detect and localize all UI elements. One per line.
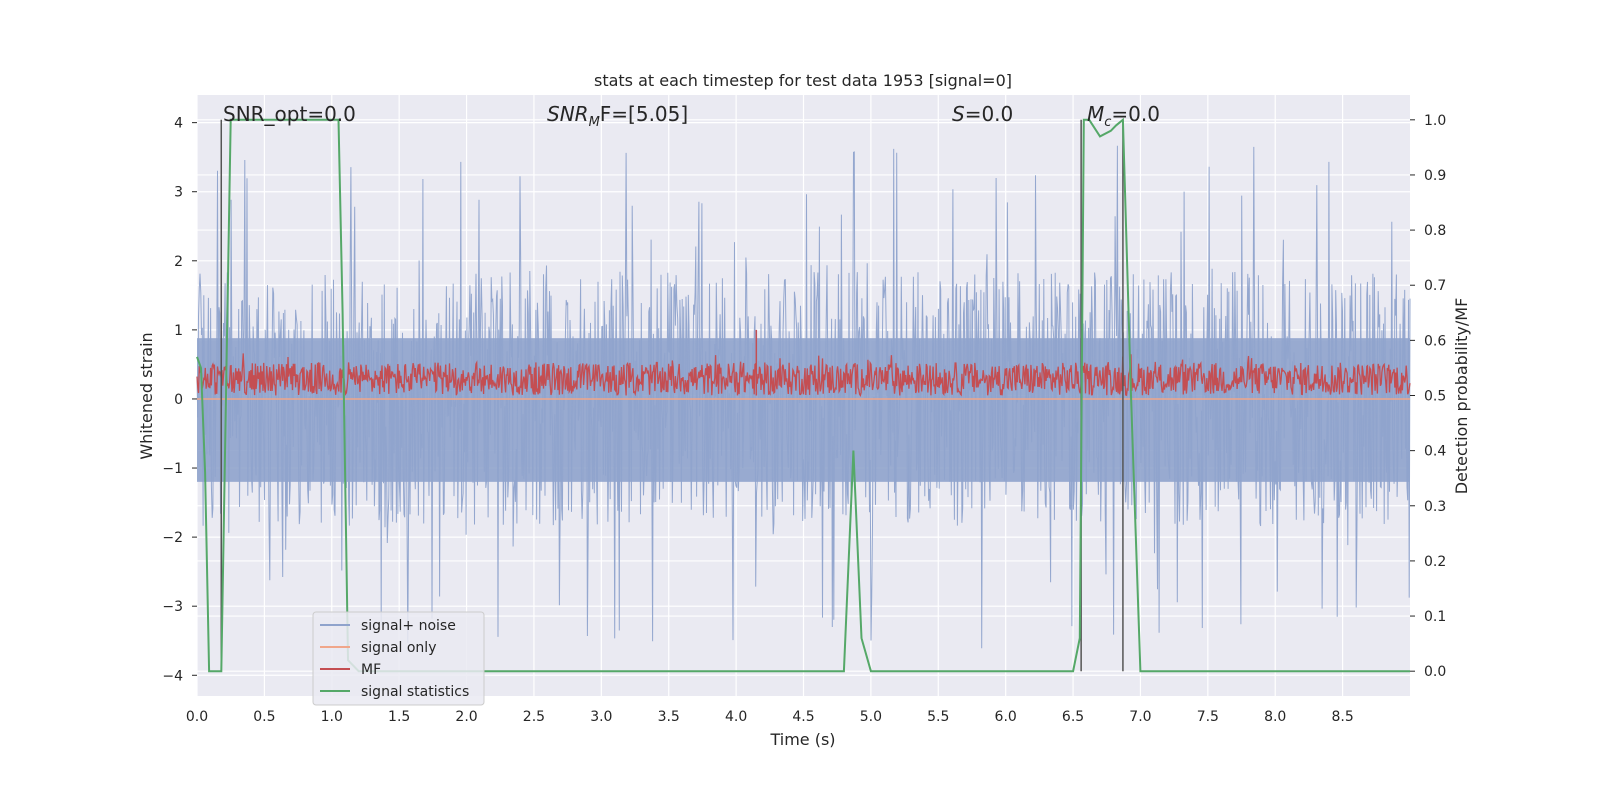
x-tick-label: 6.0 bbox=[995, 709, 1017, 725]
x-tick-label: 2.0 bbox=[455, 709, 477, 725]
legend: signal+ noise signal only MF signal stat… bbox=[312, 611, 485, 706]
right-y-tick-label: 0.0 bbox=[1424, 664, 1446, 680]
annotation-mc-sub: c bbox=[1104, 115, 1111, 130]
right-y-tick-label: 0.6 bbox=[1424, 333, 1446, 349]
right-y-tick-labels: 1.0 0.9 0.8 0.7 0.6 0.5 0.4 0.3 0.2 0.1 0.0 bbox=[1410, 113, 1446, 680]
x-tick-label: 5.5 bbox=[927, 709, 949, 725]
annotation-s-value: =0.0 bbox=[965, 102, 1014, 126]
x-tick-label: 8.0 bbox=[1264, 709, 1286, 725]
x-tick-label: 4.0 bbox=[725, 709, 747, 725]
x-tick-label: 2.5 bbox=[523, 709, 545, 725]
x-tick-label: 5.0 bbox=[860, 709, 882, 725]
right-y-tick-label: 0.3 bbox=[1424, 499, 1446, 515]
y-tick-label: 1 bbox=[174, 323, 183, 339]
y-tick-label: −2 bbox=[162, 530, 183, 546]
annotation-s-symbol: S bbox=[952, 102, 965, 126]
x-tick-label: 0.0 bbox=[186, 709, 208, 725]
mf-trace bbox=[196, 353, 1411, 397]
y-tick-label: 4 bbox=[174, 116, 183, 132]
y-tick-label: 2 bbox=[174, 254, 183, 270]
right-y-tick-label: 0.4 bbox=[1424, 444, 1446, 460]
annotation-mc-value: =0.0 bbox=[1111, 102, 1160, 126]
x-tick-label: 6.5 bbox=[1062, 709, 1084, 725]
annotation-snr-mf: SNRMF=[5.05] bbox=[547, 102, 688, 130]
annotation-mc: Mc=0.0 bbox=[1087, 102, 1160, 130]
right-y-tick-label: 0.7 bbox=[1424, 278, 1446, 294]
y-tick-label: 0 bbox=[174, 392, 183, 408]
y-tick-label: −3 bbox=[162, 599, 183, 615]
annotation-snr-opt: SNR_opt=0.0 bbox=[223, 102, 356, 126]
right-y-tick-label: 0.9 bbox=[1424, 168, 1446, 184]
x-tick-label: 7.5 bbox=[1197, 709, 1219, 725]
signal-statistics-line bbox=[196, 117, 1410, 673]
annotation-snr-mf-value: F=[5.05] bbox=[600, 102, 688, 126]
noise-trace bbox=[196, 145, 1411, 649]
x-tick-label: 1.0 bbox=[321, 709, 343, 725]
right-y-tick-label: 0.2 bbox=[1424, 554, 1446, 570]
y-tick-label: −1 bbox=[162, 461, 183, 477]
y-tick-label: −4 bbox=[162, 668, 183, 684]
annotation-s: S=0.0 bbox=[952, 102, 1013, 126]
right-y-tick-label: 1.0 bbox=[1424, 113, 1446, 129]
annotation-snr-mf-symbol: SNR bbox=[547, 102, 589, 126]
x-tick-labels: 0.0 0.5 1.0 1.5 2.0 2.5 3.0 3.5 4.0 4.5 5.0 5.5 6.0 6… bbox=[186, 709, 1354, 725]
right-y-tick-label: 0.1 bbox=[1424, 609, 1446, 625]
x-tick-label: 3.0 bbox=[590, 709, 612, 725]
x-tick-label: 7.0 bbox=[1129, 709, 1151, 725]
chart-title: stats at each timestep for test data 195… bbox=[594, 71, 1012, 90]
legend-label-signal-noise: signal+ noise bbox=[361, 618, 456, 634]
x-tick-label: 8.5 bbox=[1331, 709, 1353, 725]
y-tick-labels: 4 3 2 1 0 −1 −2 −3 −4 bbox=[162, 116, 197, 684]
y-tick-label: 3 bbox=[174, 185, 183, 201]
legend-label-mf: MF bbox=[361, 662, 381, 678]
right-y-tick-label: 0.8 bbox=[1424, 223, 1446, 239]
annotation-mc-symbol: M bbox=[1087, 102, 1104, 126]
legend-box bbox=[312, 611, 485, 706]
right-y-tick-label: 0.5 bbox=[1424, 389, 1446, 405]
x-tick-label: 1.5 bbox=[388, 709, 410, 725]
x-tick-label: 3.5 bbox=[658, 709, 680, 725]
right-y-axis-label: Detection probability/MF bbox=[1452, 298, 1471, 495]
mf-series bbox=[196, 329, 1411, 397]
legend-label-signal-statistics: signal statistics bbox=[361, 684, 469, 700]
signal-noise-series bbox=[196, 145, 1411, 649]
x-axis-label: Time (s) bbox=[769, 730, 835, 749]
signal-statistics-series bbox=[196, 117, 1410, 673]
legend-label-signal-only: signal only bbox=[361, 640, 436, 656]
x-tick-label: 4.5 bbox=[792, 709, 814, 725]
annotation-snr-mf-sub: M bbox=[589, 115, 600, 130]
y-axis-label: Whitened strain bbox=[137, 332, 156, 459]
x-tick-label: 0.5 bbox=[253, 709, 275, 725]
